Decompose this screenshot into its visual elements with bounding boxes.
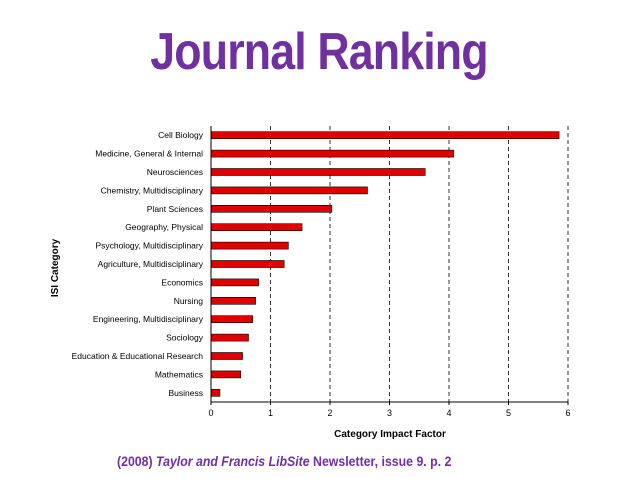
- bar: [210, 241, 289, 250]
- bar: [210, 333, 249, 342]
- x-tick-label: 4: [446, 408, 451, 418]
- axes: [210, 126, 569, 405]
- bar: [210, 205, 333, 213]
- bar: [210, 352, 243, 360]
- bar: [210, 278, 259, 287]
- category-label: Chemistry, Multidisciplinary: [101, 185, 204, 195]
- x-tick-label: 5: [506, 408, 511, 418]
- category-label: Medicine, General & Internal: [95, 149, 203, 159]
- category-label: Engineering, Multidisciplinary: [93, 314, 204, 324]
- x-axis-label: Category Impact Factor: [334, 429, 446, 440]
- y-axis-label: ISI Category: [50, 238, 61, 297]
- bar: [210, 315, 253, 324]
- bar: [210, 168, 426, 176]
- footer-prefix: (2008): [117, 453, 157, 469]
- grid-lines: [270, 126, 569, 402]
- slide-title: Journal Ranking: [150, 23, 488, 81]
- category-label: Education & Educational Research: [72, 351, 204, 361]
- bar: [210, 186, 368, 195]
- category-label: Cell Biology: [158, 130, 204, 140]
- bar: [210, 296, 256, 305]
- footer-suffix: Newsletter, issue 9. p. 2: [309, 453, 452, 469]
- category-label: Agriculture, Multidisciplinary: [98, 259, 204, 269]
- bar: [210, 370, 242, 379]
- category-label: Psychology, Multidisciplinary: [95, 241, 203, 251]
- footer-product: LibSite: [268, 453, 310, 469]
- category-label: Economics: [161, 277, 203, 287]
- category-label: Sociology: [166, 333, 204, 343]
- category-label: Business: [169, 388, 204, 398]
- footer-publisher: Taylor and Francis: [156, 453, 266, 469]
- bar: [210, 260, 285, 268]
- x-tick-label: 2: [327, 408, 332, 418]
- category-label: Plant Sciences: [147, 204, 203, 214]
- category-label: Mathematics: [155, 369, 203, 379]
- bar: [210, 388, 221, 397]
- x-tick-label: 6: [565, 408, 570, 418]
- x-tick-label: 1: [268, 408, 273, 418]
- x-tick-label: 3: [387, 408, 392, 418]
- bar: [210, 223, 303, 231]
- bars: [210, 131, 560, 397]
- citation-footer: (2008) Taylor and Francis LibSite Newsle…: [117, 453, 451, 469]
- x-tick-labels: 0 1 2 3 4 5 6: [208, 408, 570, 418]
- x-tick-label: 0: [208, 408, 213, 418]
- category-label: Geography, Physical: [125, 222, 203, 232]
- category-labels: Cell Biology Medicine, General & Internal…: [72, 130, 204, 398]
- bar: [210, 131, 560, 139]
- category-label: Nursing: [174, 296, 204, 306]
- bar: [210, 149, 455, 158]
- category-label: Neurosciences: [147, 167, 203, 177]
